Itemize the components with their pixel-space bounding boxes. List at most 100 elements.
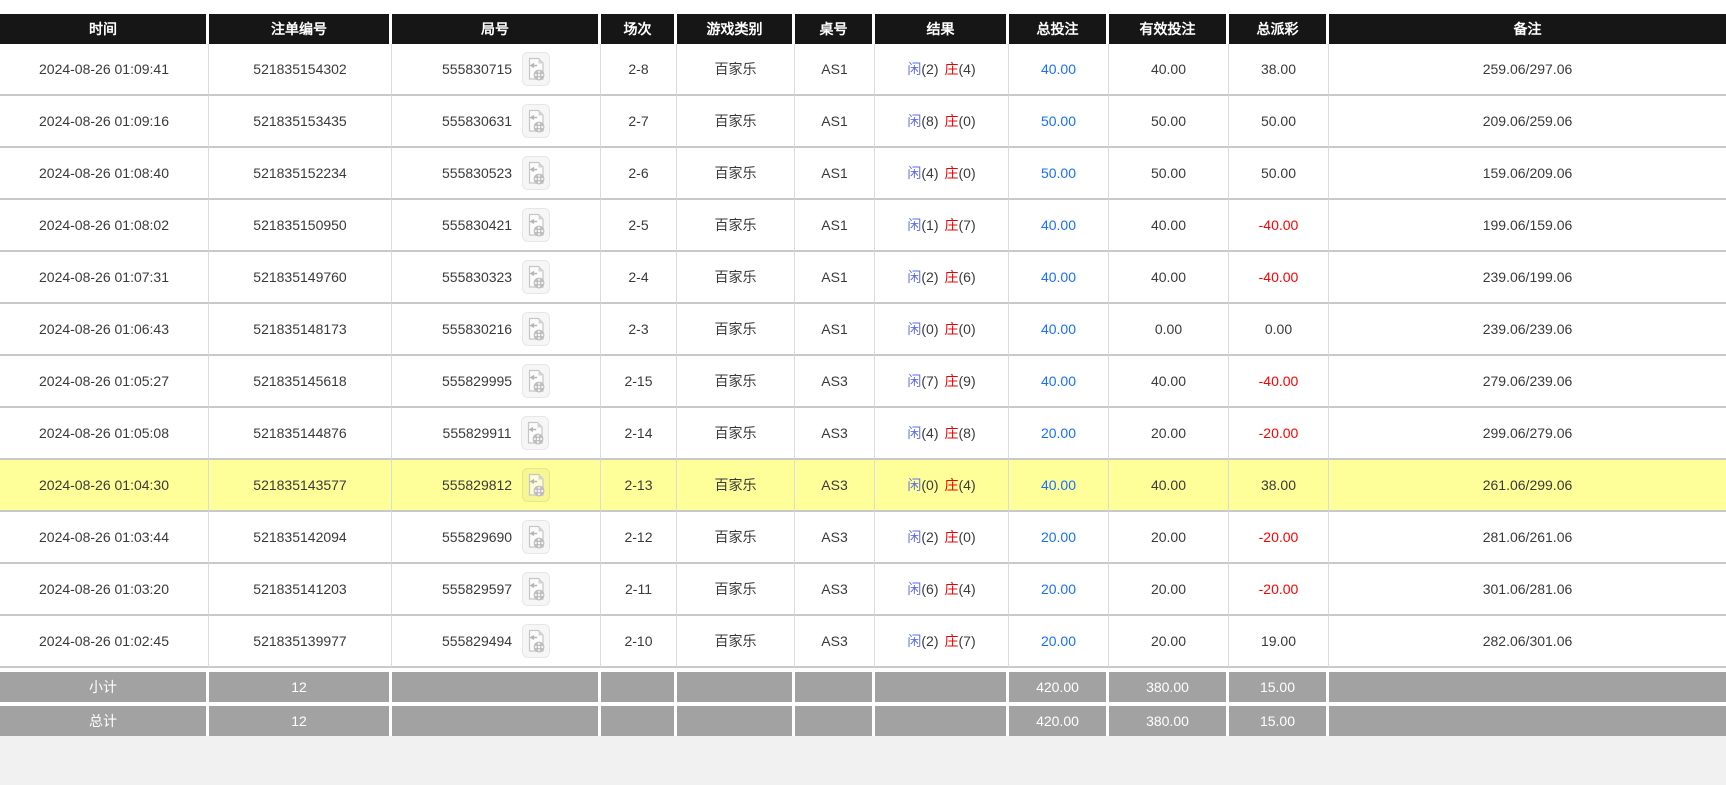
- cell-valid_bet: 50.00: [1109, 148, 1229, 200]
- cell-table_no: AS3: [795, 408, 875, 460]
- total-valid-bet: 380.00: [1109, 702, 1229, 736]
- table-row[interactable]: 2024-08-26 01:05:27 521835145618 555829995…: [0, 356, 1726, 408]
- table-row[interactable]: 2024-08-26 01:09:41 521835154302 555830715…: [0, 44, 1726, 96]
- banker-label: 庄: [944, 529, 959, 545]
- total-bet-value[interactable]: 50.00: [1040, 165, 1077, 181]
- player-score: (1): [921, 217, 939, 233]
- cell-session: 2-10: [601, 616, 677, 668]
- cell-remark: 299.06/279.06: [1329, 408, 1726, 460]
- col-header-time: 时间: [0, 14, 209, 44]
- banker-score: (7): [958, 217, 976, 233]
- footer-empty-cell: [392, 702, 601, 736]
- cell-total_bet: 40.00: [1009, 460, 1109, 512]
- table-row[interactable]: 2024-08-26 01:02:45 521835139977 555829494…: [0, 616, 1726, 668]
- total-bet-value[interactable]: 40.00: [1040, 61, 1077, 77]
- video-replay-button[interactable]: [521, 208, 550, 242]
- cell-result: 闲(4) 庄(0): [875, 148, 1009, 200]
- table-row[interactable]: 2024-08-26 01:08:40 521835152234 555830523…: [0, 148, 1726, 200]
- cell-table_no: AS3: [795, 616, 875, 668]
- cell-result: 闲(7) 庄(9): [875, 356, 1009, 408]
- total-bet-value[interactable]: 20.00: [1040, 633, 1077, 649]
- cell-table_no: AS1: [795, 252, 875, 304]
- cell-total_bet: 40.00: [1009, 200, 1109, 252]
- cell-round: 555830715: [392, 44, 601, 96]
- cell-table_no: AS1: [795, 304, 875, 356]
- cell-game_type: 百家乐: [677, 304, 795, 356]
- cell-round: 555830421: [392, 200, 601, 252]
- round-number: 555829812: [442, 477, 513, 493]
- video-replay-button[interactable]: [521, 156, 550, 190]
- cell-result: 闲(1) 庄(7): [875, 200, 1009, 252]
- player-label: 闲: [907, 165, 922, 181]
- banker-score: (9): [958, 373, 976, 389]
- video-replay-button[interactable]: [521, 104, 550, 138]
- cell-bet_id: 521835139977: [209, 616, 392, 668]
- banker-score: (4): [958, 61, 976, 77]
- video-file-icon: [521, 52, 550, 86]
- cell-valid_bet: 20.00: [1109, 512, 1229, 564]
- video-replay-button[interactable]: [521, 260, 550, 294]
- banker-score: (0): [958, 321, 976, 337]
- total-bet-value[interactable]: 40.00: [1040, 217, 1077, 233]
- table-row[interactable]: 2024-08-26 01:08:02 521835150950 555830421…: [0, 200, 1726, 252]
- banker-label: 庄: [944, 581, 959, 597]
- cell-valid_bet: 20.00: [1109, 616, 1229, 668]
- cell-result: 闲(2) 庄(6): [875, 252, 1009, 304]
- cell-result: 闲(4) 庄(8): [875, 408, 1009, 460]
- cell-time: 2024-08-26 01:08:02: [0, 200, 209, 252]
- banker-label: 庄: [944, 425, 959, 441]
- cell-remark: 281.06/261.06: [1329, 512, 1726, 564]
- player-score: (8): [921, 113, 939, 129]
- total-bet-value[interactable]: 40.00: [1040, 373, 1077, 389]
- table-row[interactable]: 2024-08-26 01:09:16 521835153435 555830631…: [0, 96, 1726, 148]
- video-replay-button[interactable]: [521, 468, 550, 502]
- banker-score: (8): [958, 425, 976, 441]
- total-bet-value[interactable]: 20.00: [1040, 581, 1077, 597]
- footer-empty-cell: [1329, 668, 1726, 702]
- cell-result: 闲(6) 庄(4): [875, 564, 1009, 616]
- cell-time: 2024-08-26 01:04:30: [0, 460, 209, 512]
- cell-game_type: 百家乐: [677, 616, 795, 668]
- video-file-icon: [521, 364, 550, 398]
- player-score: (2): [921, 269, 939, 285]
- table-row[interactable]: 2024-08-26 01:05:08 521835144876 555829911…: [0, 408, 1726, 460]
- player-label: 闲: [907, 477, 922, 493]
- total-bet-value[interactable]: 40.00: [1040, 269, 1077, 285]
- player-score: (6): [921, 581, 939, 597]
- cell-game_type: 百家乐: [677, 564, 795, 616]
- banker-label: 庄: [944, 373, 959, 389]
- total-bet-value[interactable]: 20.00: [1040, 425, 1077, 441]
- total-bet-value[interactable]: 50.00: [1040, 113, 1077, 129]
- round-number: 555830216: [442, 321, 513, 337]
- video-replay-button[interactable]: [521, 520, 550, 554]
- total-bet-value[interactable]: 40.00: [1040, 321, 1077, 337]
- cell-time: 2024-08-26 01:02:45: [0, 616, 209, 668]
- table-row[interactable]: 2024-08-26 01:03:20 521835141203 555829597…: [0, 564, 1726, 616]
- player-score: (0): [921, 477, 939, 493]
- video-replay-button[interactable]: [521, 52, 550, 86]
- cell-total_bet: 40.00: [1009, 356, 1109, 408]
- banker-score: (0): [958, 113, 976, 129]
- total-bet-value[interactable]: 20.00: [1040, 529, 1077, 545]
- video-replay-button[interactable]: [521, 312, 550, 346]
- video-replay-button[interactable]: [521, 364, 550, 398]
- round-number: 555829911: [442, 425, 512, 441]
- col-header-result: 结果: [875, 14, 1009, 44]
- total-bet-value[interactable]: 40.00: [1040, 477, 1077, 493]
- table-row[interactable]: 2024-08-26 01:07:31 521835149760 555830323…: [0, 252, 1726, 304]
- cell-time: 2024-08-26 01:05:27: [0, 356, 209, 408]
- table-row[interactable]: 2024-08-26 01:04:30 521835143577 555829812…: [0, 460, 1726, 512]
- player-score: (4): [921, 165, 939, 181]
- cell-bet_id: 521835150950: [209, 200, 392, 252]
- video-replay-button[interactable]: [521, 572, 550, 606]
- cell-valid_bet: 40.00: [1109, 200, 1229, 252]
- subtotal-row: 小计 12 420.00 380.00 15.00: [0, 668, 1726, 702]
- video-replay-button[interactable]: [521, 416, 550, 450]
- banker-label: 庄: [944, 321, 959, 337]
- video-replay-button[interactable]: [521, 624, 550, 658]
- cell-table_no: AS1: [795, 96, 875, 148]
- table-row[interactable]: 2024-08-26 01:06:43 521835148173 555830216…: [0, 304, 1726, 356]
- banker-label: 庄: [944, 477, 959, 493]
- player-label: 闲: [907, 373, 922, 389]
- table-row[interactable]: 2024-08-26 01:03:44 521835142094 555829690…: [0, 512, 1726, 564]
